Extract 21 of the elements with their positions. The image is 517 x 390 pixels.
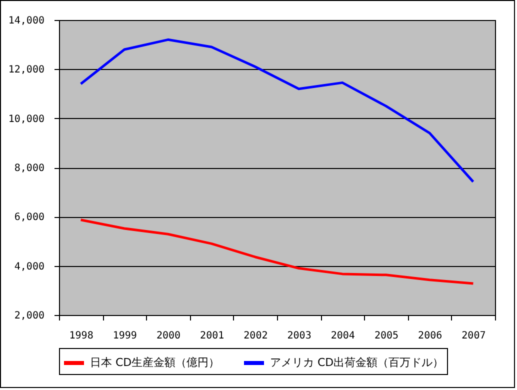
y-tick-label: 14,000 [8, 16, 44, 26]
y-tick-label: 12,000 [8, 64, 44, 76]
y-tick-label: 6,000 [14, 212, 44, 224]
x-tick-label: 2003 [287, 330, 312, 342]
x-tick-label: 1998 [69, 330, 94, 342]
x-tick-label: 1999 [112, 330, 137, 342]
x-tick-label: 2005 [374, 330, 399, 342]
x-tick-label: 2004 [330, 330, 355, 342]
legend-label: アメリカ CD出荷金額（百万ドル） [270, 356, 444, 369]
x-tick-label: 2000 [156, 330, 181, 342]
y-tick-label: 2,000 [14, 310, 44, 322]
y-tick-label: 8,000 [14, 163, 44, 174]
line-series [80, 218, 474, 285]
y-tick-label: 4,000 [14, 261, 44, 272]
x-tick-label: 2002 [244, 330, 268, 342]
x-tick-label: 2007 [462, 330, 486, 342]
legend-label: 日本 CD生産金額（億円） [90, 356, 220, 369]
line-series [80, 38, 474, 184]
x-tick-label: 2006 [418, 330, 442, 342]
x-tick-label: 2001 [200, 330, 224, 342]
y-tick-label: 10,000 [8, 114, 44, 125]
